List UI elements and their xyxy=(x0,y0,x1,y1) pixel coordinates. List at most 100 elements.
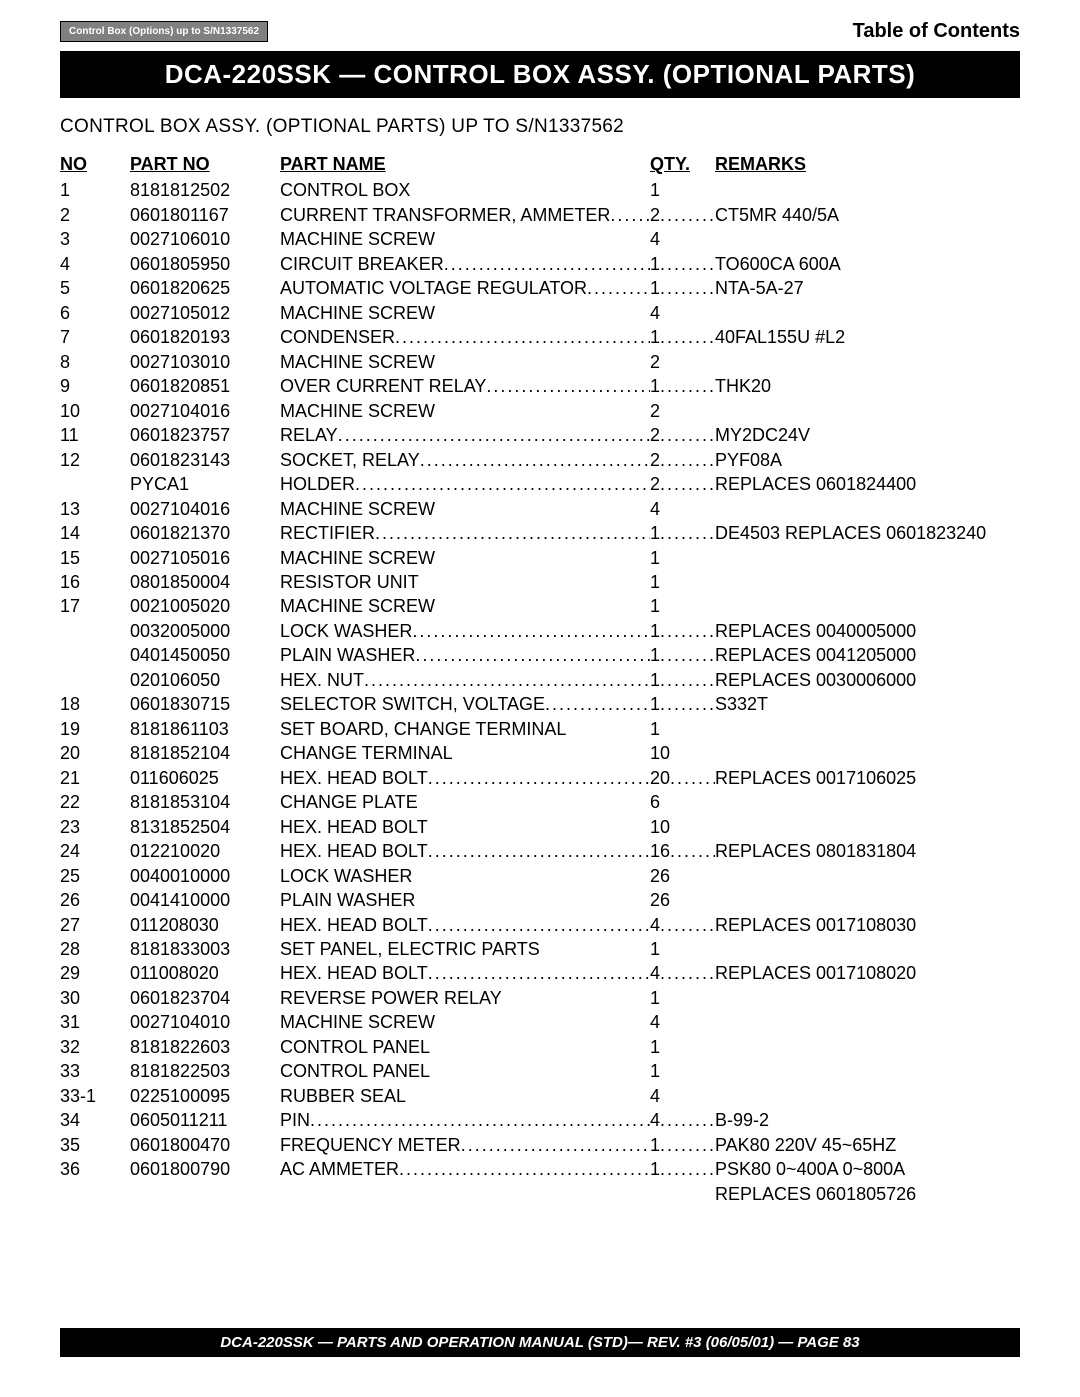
table-row: 360601800790AC AMMETER 1 PSK80 0~400A 0~… xyxy=(60,1157,1020,1181)
cell-partno: 8181833003 xyxy=(130,937,280,961)
table-row: 300601823704REVERSE POWER RELAY1 xyxy=(60,986,1020,1010)
cell-partname: RELAY xyxy=(280,423,650,447)
cell-qty: 1 xyxy=(650,546,715,570)
cell-remarks xyxy=(715,570,1020,594)
cell-partno: 0027104016 xyxy=(130,497,280,521)
cell-no: 27 xyxy=(60,913,130,937)
cell-no: 21 xyxy=(60,766,130,790)
cell-partno: 0601823704 xyxy=(130,986,280,1010)
cell-qty: 4 xyxy=(650,301,715,325)
cell-remarks: REPLACES 0041205000 xyxy=(715,643,1020,667)
cell-remarks xyxy=(715,1059,1020,1083)
cell-no: 36 xyxy=(60,1157,130,1181)
table-row: PYCA1HOLDER 2 REPLACES 0601824400 xyxy=(60,472,1020,496)
cell-partno: 0601800470 xyxy=(130,1133,280,1157)
table-row: 60027105012MACHINE SCREW4 xyxy=(60,301,1020,325)
table-row: 29011008020HEX. HEAD BOLT 4 REPLACES 001… xyxy=(60,961,1020,985)
table-row: 120601823143SOCKET, RELAY 2 PYF08A xyxy=(60,448,1020,472)
cell-partname: CHANGE TERMINAL xyxy=(280,741,650,765)
cell-partname: LOCK WASHER xyxy=(280,864,650,888)
cell-partno: 8181822603 xyxy=(130,1035,280,1059)
cell-qty: 1 xyxy=(650,325,715,349)
cell-remarks xyxy=(715,937,1020,961)
cell-no: 22 xyxy=(60,790,130,814)
cell-no: 16 xyxy=(60,570,130,594)
cell-partname: SET PANEL, ELECTRIC PARTS xyxy=(280,937,650,961)
cell-partno: 0601820625 xyxy=(130,276,280,300)
cell-remarks: REPLACES 0017106025 xyxy=(715,766,1020,790)
page-footer: DCA-220SSK — PARTS AND OPERATION MANUAL … xyxy=(60,1328,1020,1357)
cell-partno: 0601821370 xyxy=(130,521,280,545)
table-row: 90601820851OVER CURRENT RELAY 1 THK20 xyxy=(60,374,1020,398)
cell-qty: 1 xyxy=(650,1035,715,1059)
cell-partname: HEX. HEAD BOLT xyxy=(280,766,650,790)
cell-partno: 011008020 xyxy=(130,961,280,985)
cell-qty: 1 xyxy=(650,252,715,276)
cell-qty: 2 xyxy=(650,472,715,496)
cell-partno: 0605011211 xyxy=(130,1108,280,1132)
cell-qty: 1 xyxy=(650,937,715,961)
table-row: 198181861103SET BOARD, CHANGE TERMINAL1 xyxy=(60,717,1020,741)
cell-partno: 8181853104 xyxy=(130,790,280,814)
cell-partname: CIRCUIT BREAKER xyxy=(280,252,650,276)
table-row: 110601823757RELAY 2 MY2DC24V xyxy=(60,423,1020,447)
cell-partname: FREQUENCY METER xyxy=(280,1133,650,1157)
cell-remarks: DE4503 REPLACES 0601823240 xyxy=(715,521,1020,545)
cell-qty: 1 xyxy=(650,717,715,741)
cell-remarks xyxy=(715,790,1020,814)
cell-remarks: PAK80 220V 45~65HZ xyxy=(715,1133,1020,1157)
cell-partname: CHANGE PLATE xyxy=(280,790,650,814)
col-header-no: NO xyxy=(60,152,130,176)
cell-partno: 0601800790 xyxy=(130,1157,280,1181)
cell-qty: 1 xyxy=(650,986,715,1010)
cell-partno: 0601801167 xyxy=(130,203,280,227)
cell-partname: OVER CURRENT RELAY xyxy=(280,374,650,398)
cell-partname: MACHINE SCREW xyxy=(280,594,650,618)
cell-partno xyxy=(130,1182,280,1206)
table-row: 340605011211PIN 4 B-99-2 xyxy=(60,1108,1020,1132)
cell-remarks xyxy=(715,227,1020,251)
cell-no: 2 xyxy=(60,203,130,227)
toc-link[interactable]: Table of Contents xyxy=(853,20,1020,43)
cell-partname: REVERSE POWER RELAY xyxy=(280,986,650,1010)
cell-no: 24 xyxy=(60,839,130,863)
cell-partno: 0041410000 xyxy=(130,888,280,912)
cell-partno: 8181812502 xyxy=(130,178,280,202)
cell-remarks xyxy=(715,717,1020,741)
cell-remarks xyxy=(715,1010,1020,1034)
cell-no: 35 xyxy=(60,1133,130,1157)
cell-qty: 4 xyxy=(650,1010,715,1034)
cell-partname: PLAIN WASHER xyxy=(280,643,650,667)
cell-qty: 1 xyxy=(650,692,715,716)
cell-partno: 0601820851 xyxy=(130,374,280,398)
cell-partno: 0601830715 xyxy=(130,692,280,716)
cell-qty: 6 xyxy=(650,790,715,814)
cell-qty: 2 xyxy=(650,350,715,374)
cell-remarks: REPLACES 0017108020 xyxy=(715,961,1020,985)
cell-remarks: REPLACES 0601824400 xyxy=(715,472,1020,496)
cell-no: 25 xyxy=(60,864,130,888)
cell-no xyxy=(60,472,130,496)
cell-no: 17 xyxy=(60,594,130,618)
cell-remarks: S332T xyxy=(715,692,1020,716)
cell-partno: 0032005000 xyxy=(130,619,280,643)
table-row: 20601801167CURRENT TRANSFORMER, AMMETER … xyxy=(60,203,1020,227)
cell-qty: 2 xyxy=(650,399,715,423)
cell-qty: 20 xyxy=(650,766,715,790)
cell-qty: 1 xyxy=(650,668,715,692)
table-row: 40601805950CIRCUIT BREAKER 1 TO600CA 600… xyxy=(60,252,1020,276)
cell-remarks: REPLACES 0030006000 xyxy=(715,668,1020,692)
cell-no: 20 xyxy=(60,741,130,765)
cell-partname: AUTOMATIC VOLTAGE REGULATOR xyxy=(280,276,650,300)
table-row: 70601820193CONDENSER 1 40FAL155U #L2 xyxy=(60,325,1020,349)
cell-partname: MACHINE SCREW xyxy=(280,1010,650,1034)
table-row: 21011606025HEX. HEAD BOLT 20 REPLACES 00… xyxy=(60,766,1020,790)
cell-remarks: 40FAL155U #L2 xyxy=(715,325,1020,349)
cell-remarks xyxy=(715,350,1020,374)
cell-partname: MACHINE SCREW xyxy=(280,350,650,374)
cell-remarks: TO600CA 600A xyxy=(715,252,1020,276)
cell-qty: 1 xyxy=(650,1059,715,1083)
cell-partno: 8181861103 xyxy=(130,717,280,741)
cell-partname: MACHINE SCREW xyxy=(280,546,650,570)
cell-remarks: PYF08A xyxy=(715,448,1020,472)
